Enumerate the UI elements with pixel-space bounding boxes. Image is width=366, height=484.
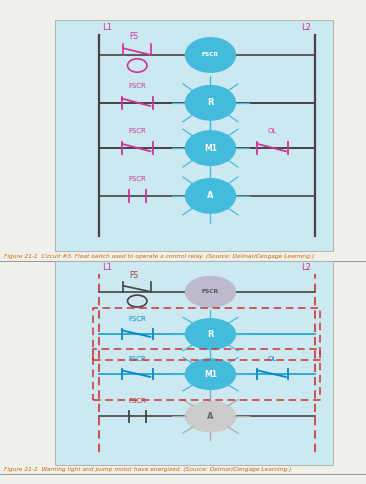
Text: L1: L1 bbox=[102, 263, 112, 272]
Text: FSCR: FSCR bbox=[128, 316, 146, 322]
Text: A: A bbox=[207, 192, 214, 200]
Circle shape bbox=[186, 359, 235, 389]
Text: OL: OL bbox=[268, 128, 277, 134]
Bar bbox=[55, 260, 333, 466]
Text: FSCR: FSCR bbox=[128, 83, 146, 89]
Text: FSCR: FSCR bbox=[202, 289, 219, 294]
Text: FSCR: FSCR bbox=[128, 398, 146, 404]
Circle shape bbox=[186, 179, 235, 213]
Text: L2: L2 bbox=[301, 23, 311, 32]
Bar bbox=[55, 20, 333, 251]
Circle shape bbox=[186, 401, 235, 432]
Circle shape bbox=[186, 277, 235, 307]
Text: FSCR: FSCR bbox=[202, 52, 219, 58]
Circle shape bbox=[186, 319, 235, 349]
Text: A: A bbox=[207, 412, 214, 421]
Text: FS: FS bbox=[129, 271, 138, 279]
Text: FSCR: FSCR bbox=[128, 176, 146, 182]
Text: OL: OL bbox=[268, 356, 277, 362]
Text: FSCR: FSCR bbox=[128, 356, 146, 362]
Text: Figure 21-2  Warning light and pump motor have energized. (Source: Delmar/Cengag: Figure 21-2 Warning light and pump motor… bbox=[4, 467, 291, 472]
Text: FSCR: FSCR bbox=[128, 128, 146, 134]
Circle shape bbox=[186, 38, 235, 72]
Text: FS: FS bbox=[129, 32, 138, 41]
Circle shape bbox=[186, 86, 235, 120]
Circle shape bbox=[186, 131, 235, 165]
Text: M1: M1 bbox=[204, 144, 217, 152]
Text: M1: M1 bbox=[204, 370, 217, 378]
Text: L2: L2 bbox=[301, 263, 311, 272]
Text: R: R bbox=[207, 330, 214, 338]
Text: Figure 21-1  Circuit #3. Float switch used to operate a control relay. (Source: : Figure 21-1 Circuit #3. Float switch use… bbox=[4, 254, 314, 259]
Text: R: R bbox=[207, 98, 214, 107]
Text: L1: L1 bbox=[102, 23, 112, 32]
